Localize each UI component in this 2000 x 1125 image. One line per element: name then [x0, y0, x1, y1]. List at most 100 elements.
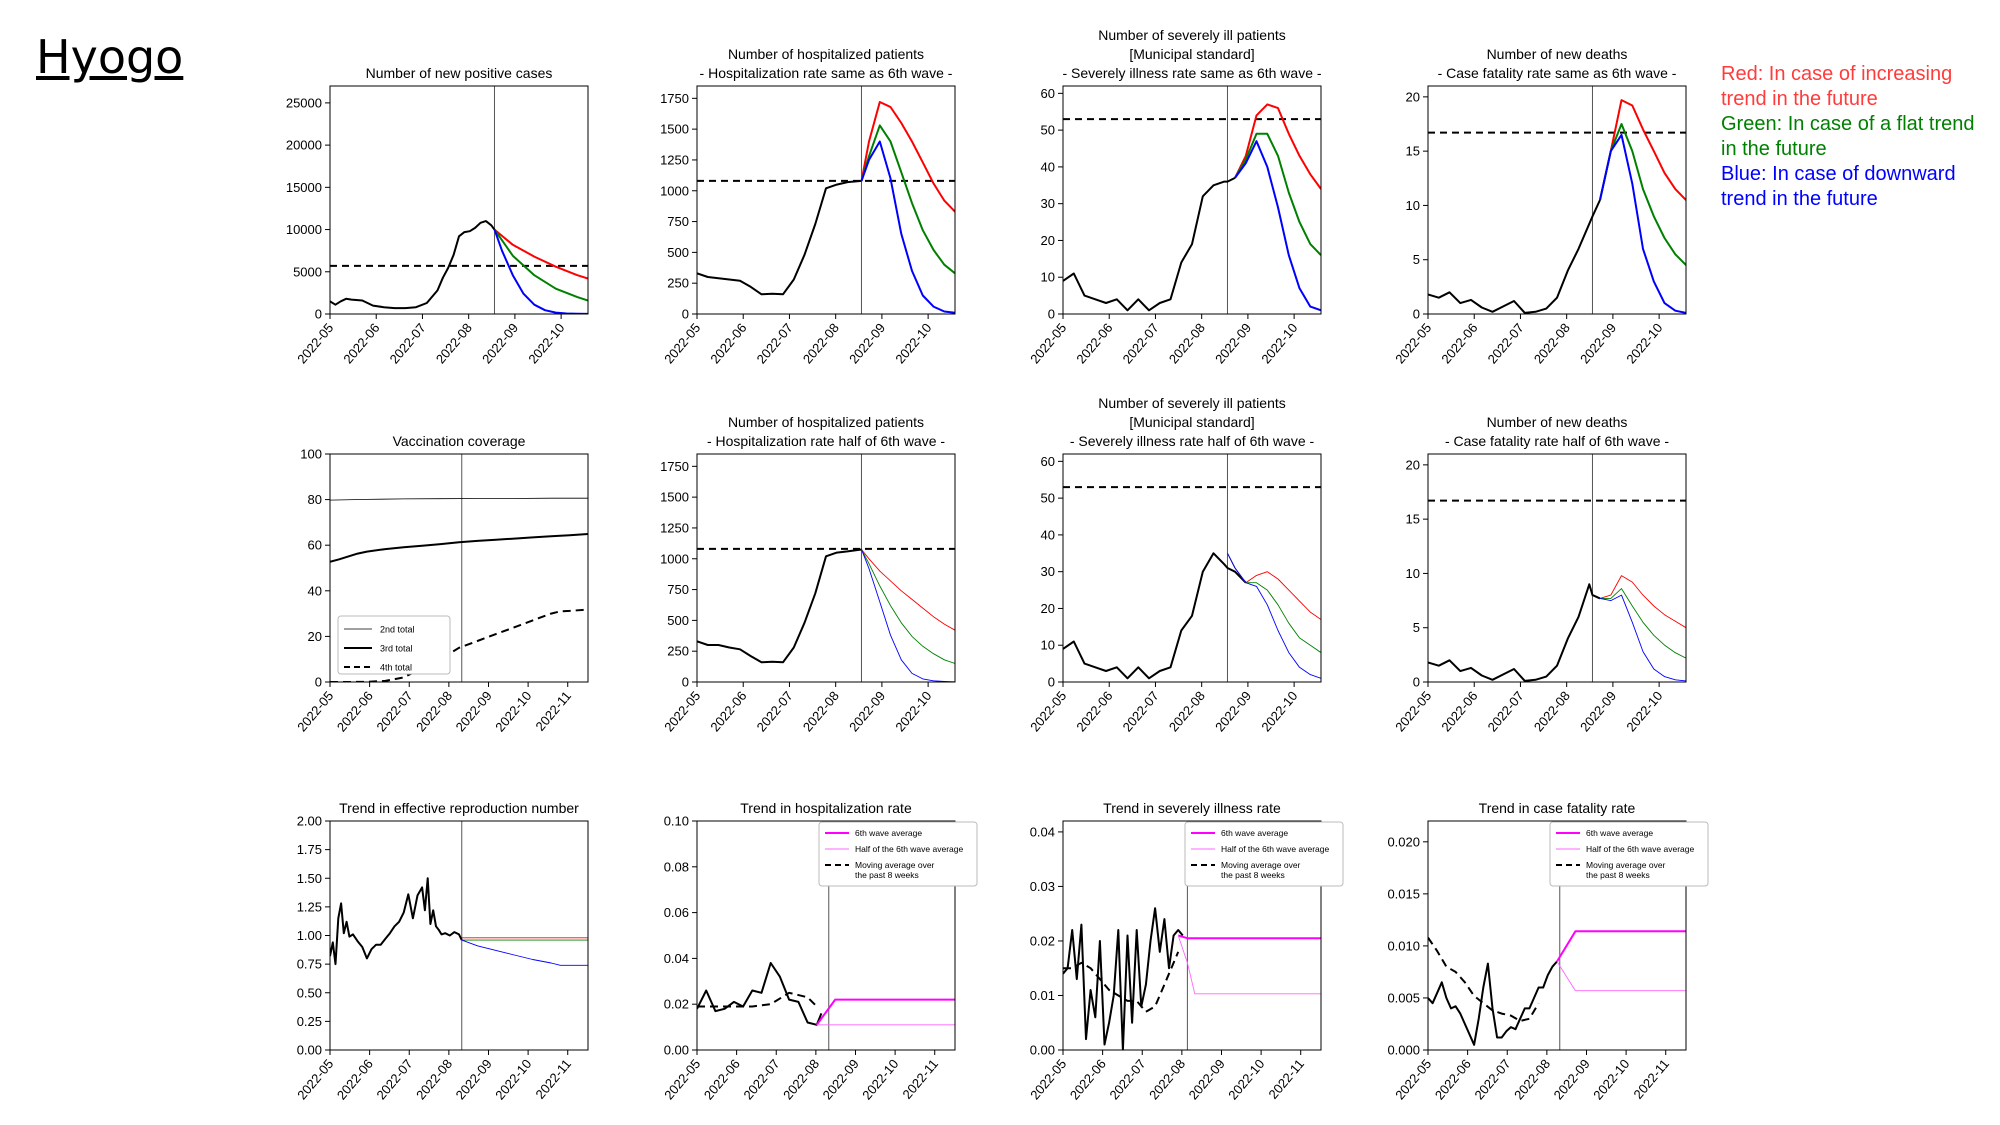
y-tick-label: 2.00	[297, 814, 322, 829]
legend-entry: Moving average over	[1221, 860, 1301, 870]
plot-frame	[329, 85, 589, 315]
y-tick-label: 1750	[660, 91, 689, 106]
x-tick-label: 2022-05	[1027, 1056, 1069, 1102]
y-tick-label: 750	[667, 214, 689, 229]
x-tick-label: 2022-09	[453, 688, 495, 734]
y-tick-label: 1.00	[297, 928, 322, 943]
y-tick-label: 10000	[286, 222, 322, 237]
x-tick-label: 2022-05	[1392, 1056, 1434, 1102]
plot-frame	[1427, 820, 1687, 1051]
legend-entry: Moving average over	[855, 860, 935, 870]
x-tick-label: 2022-05	[1392, 320, 1434, 366]
x-tick-label: 2022-10	[859, 1056, 901, 1102]
y-tick-label: 50	[1041, 123, 1055, 138]
chart-title-line: Trend in severely illness rate	[1103, 800, 1281, 816]
chart-panel-11: Trend in severely illness rate 0.00 0.01 0.…	[1027, 800, 1344, 1102]
x-tick-label: 2022-11	[532, 1056, 574, 1101]
y-tick-label: 50	[1041, 491, 1055, 506]
page-title: Hyogo	[36, 30, 184, 84]
x-tick-label: 2022-06	[1438, 320, 1480, 366]
y-tick-label: 1.75	[297, 842, 322, 857]
series-line-black-1	[1428, 583, 1601, 682]
series-line-black-1	[1063, 907, 1184, 1050]
series-line-blue-4	[461, 939, 588, 966]
y-tick-label: 5000	[293, 264, 322, 279]
chart-title-line: - Case fatality rate same as 6th wave -	[1438, 65, 1677, 81]
y-tick-label: 10	[1406, 198, 1420, 213]
chart-panel-8: Number of new deaths - Case fatality rate…	[1392, 414, 1687, 734]
legend-entry-cont: the past 8 weeks	[1221, 870, 1285, 880]
y-tick-label: 5	[1413, 620, 1420, 635]
x-tick-label: 2022-09	[846, 688, 888, 734]
series-line-black-3	[330, 608, 588, 682]
series-line-blue-4	[861, 549, 955, 682]
y-tick-label: 20	[1406, 89, 1420, 104]
x-tick-label: 2022-07	[1471, 1056, 1513, 1102]
y-tick-label: 80	[308, 492, 322, 507]
series-line-red-2	[493, 228, 588, 280]
legend-entry: Half of the 6th wave average	[855, 844, 963, 854]
x-tick-label: 2022-05	[294, 320, 336, 366]
legend-entry: 6th wave average	[1586, 828, 1653, 838]
legend-box	[818, 821, 978, 887]
chart-panel-3: Number of severely ill patients [Municipa…	[1027, 27, 1322, 366]
plot-frame	[329, 453, 589, 683]
series-line-green-3	[493, 229, 588, 302]
legend-entry-cont: the past 8 weeks	[1586, 870, 1650, 880]
series-line-red-2	[1234, 103, 1321, 190]
chart-panel-6: Number of hospitalized patients - Hospita…	[660, 414, 956, 734]
x-tick-label: 2022-10	[1258, 320, 1300, 366]
x-tick-label: 2022-10	[1258, 688, 1300, 734]
series-line-blue-4	[1234, 140, 1321, 312]
series-line-red-2	[1227, 553, 1321, 620]
x-tick-label: 2022-08	[433, 320, 475, 366]
x-tick-label: 2022-07	[1485, 688, 1527, 734]
x-tick-label: 2022-07	[387, 320, 429, 366]
chart-title-line: - Severely illness rate half of 6th wave…	[1070, 433, 1315, 449]
y-tick-label: 20	[1406, 457, 1420, 472]
x-tick-label: 2022-11	[899, 1056, 941, 1101]
chart-title-line: Number of hospitalized patients	[728, 414, 924, 430]
series-line-green-3	[1600, 588, 1686, 659]
plot-frame	[1427, 453, 1687, 683]
y-tick-label: 1000	[660, 551, 689, 566]
plot-frame	[696, 820, 956, 1051]
y-tick-label: 5	[1413, 252, 1420, 267]
y-tick-label: 0.03	[1030, 879, 1055, 894]
y-tick-label: 250	[667, 276, 689, 291]
x-tick-label: 2022-08	[780, 1056, 822, 1102]
x-tick-label: 2022-06	[707, 688, 749, 734]
x-tick-label: 2022-08	[1531, 320, 1573, 366]
x-tick-label: 2022-05	[661, 320, 703, 366]
series-line-green-3	[1227, 553, 1321, 653]
chart-title-line: - Hospitalization rate same as 6th wave …	[700, 65, 953, 81]
chart-panel-9: Trend in effective reproduction number 0.…	[294, 800, 589, 1102]
y-tick-label: 10	[1041, 638, 1055, 653]
x-tick-label: 2022-10	[892, 688, 934, 734]
chart-title-line: Trend in hospitalization rate	[740, 800, 912, 816]
y-tick-label: 1250	[660, 520, 689, 535]
series-line-black-1	[697, 179, 862, 296]
y-tick-label: 20	[1041, 233, 1055, 248]
plot-frame	[696, 453, 956, 683]
x-tick-label: 2022-05	[294, 688, 336, 734]
chart-title-line: - Hospitalization rate half of 6th wave …	[707, 433, 945, 449]
x-tick-label: 2022-06	[1438, 688, 1480, 734]
y-tick-label: 30	[1041, 564, 1055, 579]
chart-title-line: Number of new deaths	[1487, 414, 1628, 430]
y-tick-label: 500	[667, 245, 689, 260]
series-line-black-2	[697, 991, 818, 1008]
y-tick-label: 60	[308, 538, 322, 553]
x-tick-label: 2022-06	[1432, 1056, 1474, 1102]
y-tick-label: 0	[682, 307, 689, 322]
y-tick-label: 0.020	[1387, 834, 1420, 849]
legend-box	[337, 615, 451, 675]
chart-panel-4: Number of new deaths - Case fatality rate…	[1392, 46, 1687, 366]
y-tick-label: 0.015	[1387, 886, 1420, 901]
x-tick-label: 2022-06	[334, 1056, 376, 1102]
series-line-red-2	[1599, 575, 1686, 629]
x-tick-label: 2022-08	[800, 688, 842, 734]
x-tick-label: 2022-08	[1531, 688, 1573, 734]
series-line-black-1	[1428, 199, 1601, 314]
series-line-black-1	[1063, 177, 1236, 312]
